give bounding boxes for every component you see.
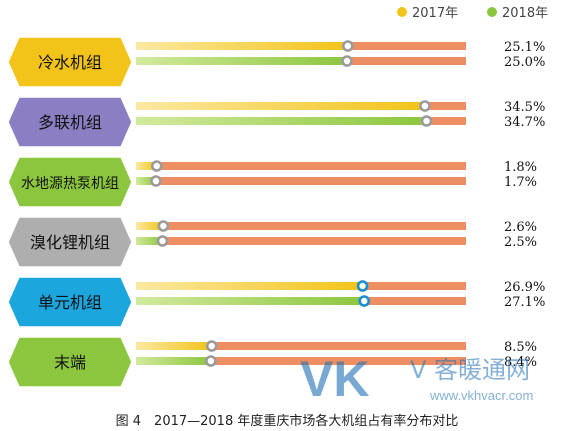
- value-label: 26.9%: [504, 280, 545, 295]
- category-label: 冷水机组: [38, 53, 102, 72]
- bar-2018: [136, 177, 156, 185]
- category-badge: [7, 336, 133, 388]
- category-badge: [7, 216, 133, 268]
- value-label: 1.7%: [504, 175, 537, 190]
- legend-label: 2018年: [502, 6, 548, 21]
- value-label: 8.5%: [504, 340, 537, 355]
- value-marker: [150, 160, 163, 172]
- row-5: 单元机组 26.9%27.1%: [7, 276, 545, 328]
- bar-2018: [136, 357, 211, 365]
- legend-label: 2017年: [412, 6, 458, 21]
- legend: 2017年 2018年: [397, 6, 548, 21]
- value-marker: [205, 340, 218, 352]
- category-label: 单元机组: [38, 293, 102, 312]
- watermark: VK V 客暖通网 www.vkhvacr.com: [300, 352, 533, 407]
- bar-track: [136, 342, 466, 350]
- category-badge: [7, 36, 133, 88]
- value-label: 8.4%: [504, 355, 537, 370]
- bar-track: [136, 357, 466, 365]
- value-marker: [157, 220, 170, 232]
- value-label: 2.5%: [504, 235, 537, 250]
- bar-2018: [136, 57, 347, 65]
- value-label: 2.6%: [504, 220, 537, 235]
- watermark-logo: VK: [300, 352, 369, 407]
- bar-2017: [136, 42, 348, 50]
- bar-2018: [136, 297, 365, 305]
- bar-2017: [136, 222, 164, 230]
- value-label: 25.1%: [504, 40, 545, 55]
- value-marker: [420, 115, 433, 127]
- category-label: 多联机组: [38, 113, 102, 132]
- bar-2017: [136, 282, 363, 290]
- bar-2017: [136, 102, 425, 110]
- bar-track: [136, 237, 466, 245]
- bar-track: [136, 222, 466, 230]
- value-label: 34.5%: [504, 100, 545, 115]
- value-marker: [419, 100, 431, 112]
- category-badge: [7, 96, 133, 148]
- row-6: 末端 8.5%8.4%: [7, 336, 537, 388]
- bar-2018: [136, 117, 427, 125]
- chart-rows: 冷水机组 25.1%25.0% 多联机组 34.5%34.7% 水地源热泵机组 1.8%1…: [7, 36, 545, 388]
- value-marker: [358, 295, 371, 307]
- bar-track: [136, 177, 466, 185]
- legend-swatch: [487, 7, 497, 17]
- value-marker: [205, 355, 217, 367]
- category-badge: [7, 276, 133, 328]
- category-label: 水地源热泵机组: [21, 176, 119, 192]
- value-marker: [341, 55, 353, 67]
- bar-2017: [136, 162, 157, 170]
- value-marker: [156, 235, 169, 247]
- category-label: 溴化锂机组: [30, 233, 110, 252]
- row-2: 多联机组 34.5%34.7%: [7, 96, 545, 148]
- row-3: 水地源热泵机组 1.8%1.7%: [7, 156, 537, 208]
- row-4: 溴化锂机组 2.6%2.5%: [7, 216, 537, 268]
- bar-track: [136, 162, 466, 170]
- value-label: 34.7%: [504, 115, 545, 130]
- watermark-text: V 客暖通网: [410, 356, 530, 384]
- legend-swatch: [397, 7, 407, 17]
- category-badge: [7, 156, 133, 208]
- figure-caption: 图 4 2017—2018 年度重庆市场各大机组占有率分布对比: [115, 414, 459, 429]
- bar-2018: [136, 237, 163, 245]
- row-1: 冷水机组 25.1%25.0%: [7, 36, 545, 88]
- value-marker: [356, 280, 369, 292]
- value-marker: [342, 40, 354, 52]
- value-label: 1.8%: [504, 160, 537, 175]
- watermark-url: www.vkhvacr.com: [429, 388, 533, 403]
- bar-2017: [136, 342, 212, 350]
- value-label: 25.0%: [504, 55, 545, 70]
- category-label: 末端: [54, 353, 86, 372]
- value-label: 27.1%: [504, 295, 545, 310]
- value-marker: [150, 175, 162, 187]
